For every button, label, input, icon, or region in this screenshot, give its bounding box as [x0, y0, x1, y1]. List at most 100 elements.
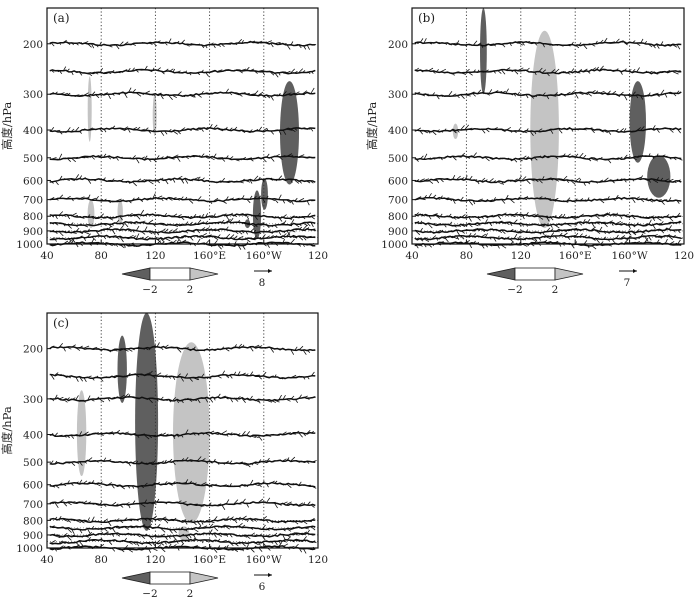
wind-vector [192, 537, 196, 541]
wind-vector [311, 396, 316, 398]
wind-vector [460, 214, 466, 218]
wind-vector [205, 376, 209, 380]
wind-vector [197, 219, 202, 225]
wind-vector [140, 236, 144, 240]
panel-label: (c) [53, 316, 69, 330]
wind-vector [246, 92, 250, 95]
wind-vector [237, 213, 244, 216]
wind-vector [75, 214, 79, 217]
positive-shading-2 [152, 94, 157, 137]
wind-vector [254, 129, 259, 132]
wind-vector [489, 178, 494, 183]
wind-vector [132, 541, 137, 546]
wind-vector [237, 230, 243, 235]
wind-vector [229, 212, 233, 216]
wind-vector [201, 233, 207, 237]
wind-vector [132, 67, 135, 71]
wind-vector [648, 236, 652, 241]
wind-vector [67, 230, 71, 233]
wind-vector [241, 244, 246, 250]
wind-vector [58, 153, 63, 160]
wind-vector [286, 501, 292, 505]
wind-vector [428, 94, 432, 96]
wind-vector [266, 40, 272, 44]
wind-vector [71, 238, 75, 244]
wind-vector [180, 234, 186, 238]
wind-vector [87, 228, 90, 232]
wind-vector [140, 396, 144, 399]
wind-vector [595, 90, 599, 94]
wind-vector [111, 349, 118, 352]
wind-vector [221, 524, 226, 527]
wind-vector [664, 70, 671, 73]
wind-vector [229, 230, 234, 233]
wind-vector [509, 229, 514, 232]
wind-vector [79, 520, 85, 524]
wind-vector [213, 526, 219, 532]
wind-vector [505, 213, 512, 216]
wind-vector [225, 533, 229, 537]
wind-vector [468, 200, 474, 206]
wind-vector [583, 128, 587, 131]
wind-vector [448, 178, 453, 181]
wind-vector [538, 196, 543, 199]
wind-vector [225, 397, 229, 400]
wind-vector [217, 128, 224, 132]
y-tick-label: 200 [388, 39, 408, 51]
wind-vector [127, 504, 131, 509]
wind-vector [603, 222, 608, 228]
wind-vector [184, 479, 189, 484]
wind-vector [448, 72, 453, 75]
wind-vector [262, 541, 266, 546]
wind-vector [254, 90, 259, 96]
wind-vector [570, 180, 576, 185]
wind-vector [217, 533, 222, 538]
wind-vector [58, 482, 63, 486]
y-tick-label: 1000 [16, 543, 43, 555]
wind-vector [607, 244, 613, 247]
wind-vector [164, 542, 167, 545]
wind-vector [290, 503, 297, 506]
wind-vector [245, 66, 250, 71]
wind-vector [156, 481, 160, 485]
wind-vector [213, 504, 220, 507]
wind-vector [120, 525, 125, 528]
wind-vector [477, 42, 482, 46]
wind-vector [648, 219, 652, 226]
wind-vector [290, 349, 295, 355]
wind-vector [448, 156, 452, 159]
wind-vector [558, 229, 563, 231]
wind-vector [677, 236, 683, 239]
wind-vector [59, 373, 62, 376]
wind-vector [440, 195, 443, 199]
wind-vector [184, 373, 189, 378]
wind-vector [258, 91, 264, 96]
wind-vector [119, 520, 124, 524]
wind-vector [164, 459, 167, 463]
wind-vector [566, 91, 571, 95]
wind-vector [562, 232, 568, 237]
wind-vector [282, 199, 286, 204]
wind-vector [306, 349, 311, 353]
wind-vector [144, 179, 147, 182]
wind-vector [172, 68, 176, 73]
wind-vector [164, 481, 168, 485]
wind-vector [168, 502, 174, 504]
wind-vector [493, 222, 498, 224]
wind-vector [160, 533, 165, 537]
wind-vector [464, 229, 468, 231]
wind-vector [54, 198, 59, 201]
wind-vector [550, 94, 557, 97]
wind-vector [63, 399, 68, 403]
wind-vector [50, 517, 54, 520]
wind-vector [310, 181, 314, 184]
wind-vector [71, 157, 76, 163]
wind-vector [632, 224, 636, 228]
wind-vector [233, 241, 237, 246]
wind-vector [262, 41, 268, 44]
wind-vector [107, 540, 113, 545]
wind-vector [176, 70, 181, 73]
wind-vector [489, 89, 493, 94]
wind-vector [87, 214, 91, 218]
